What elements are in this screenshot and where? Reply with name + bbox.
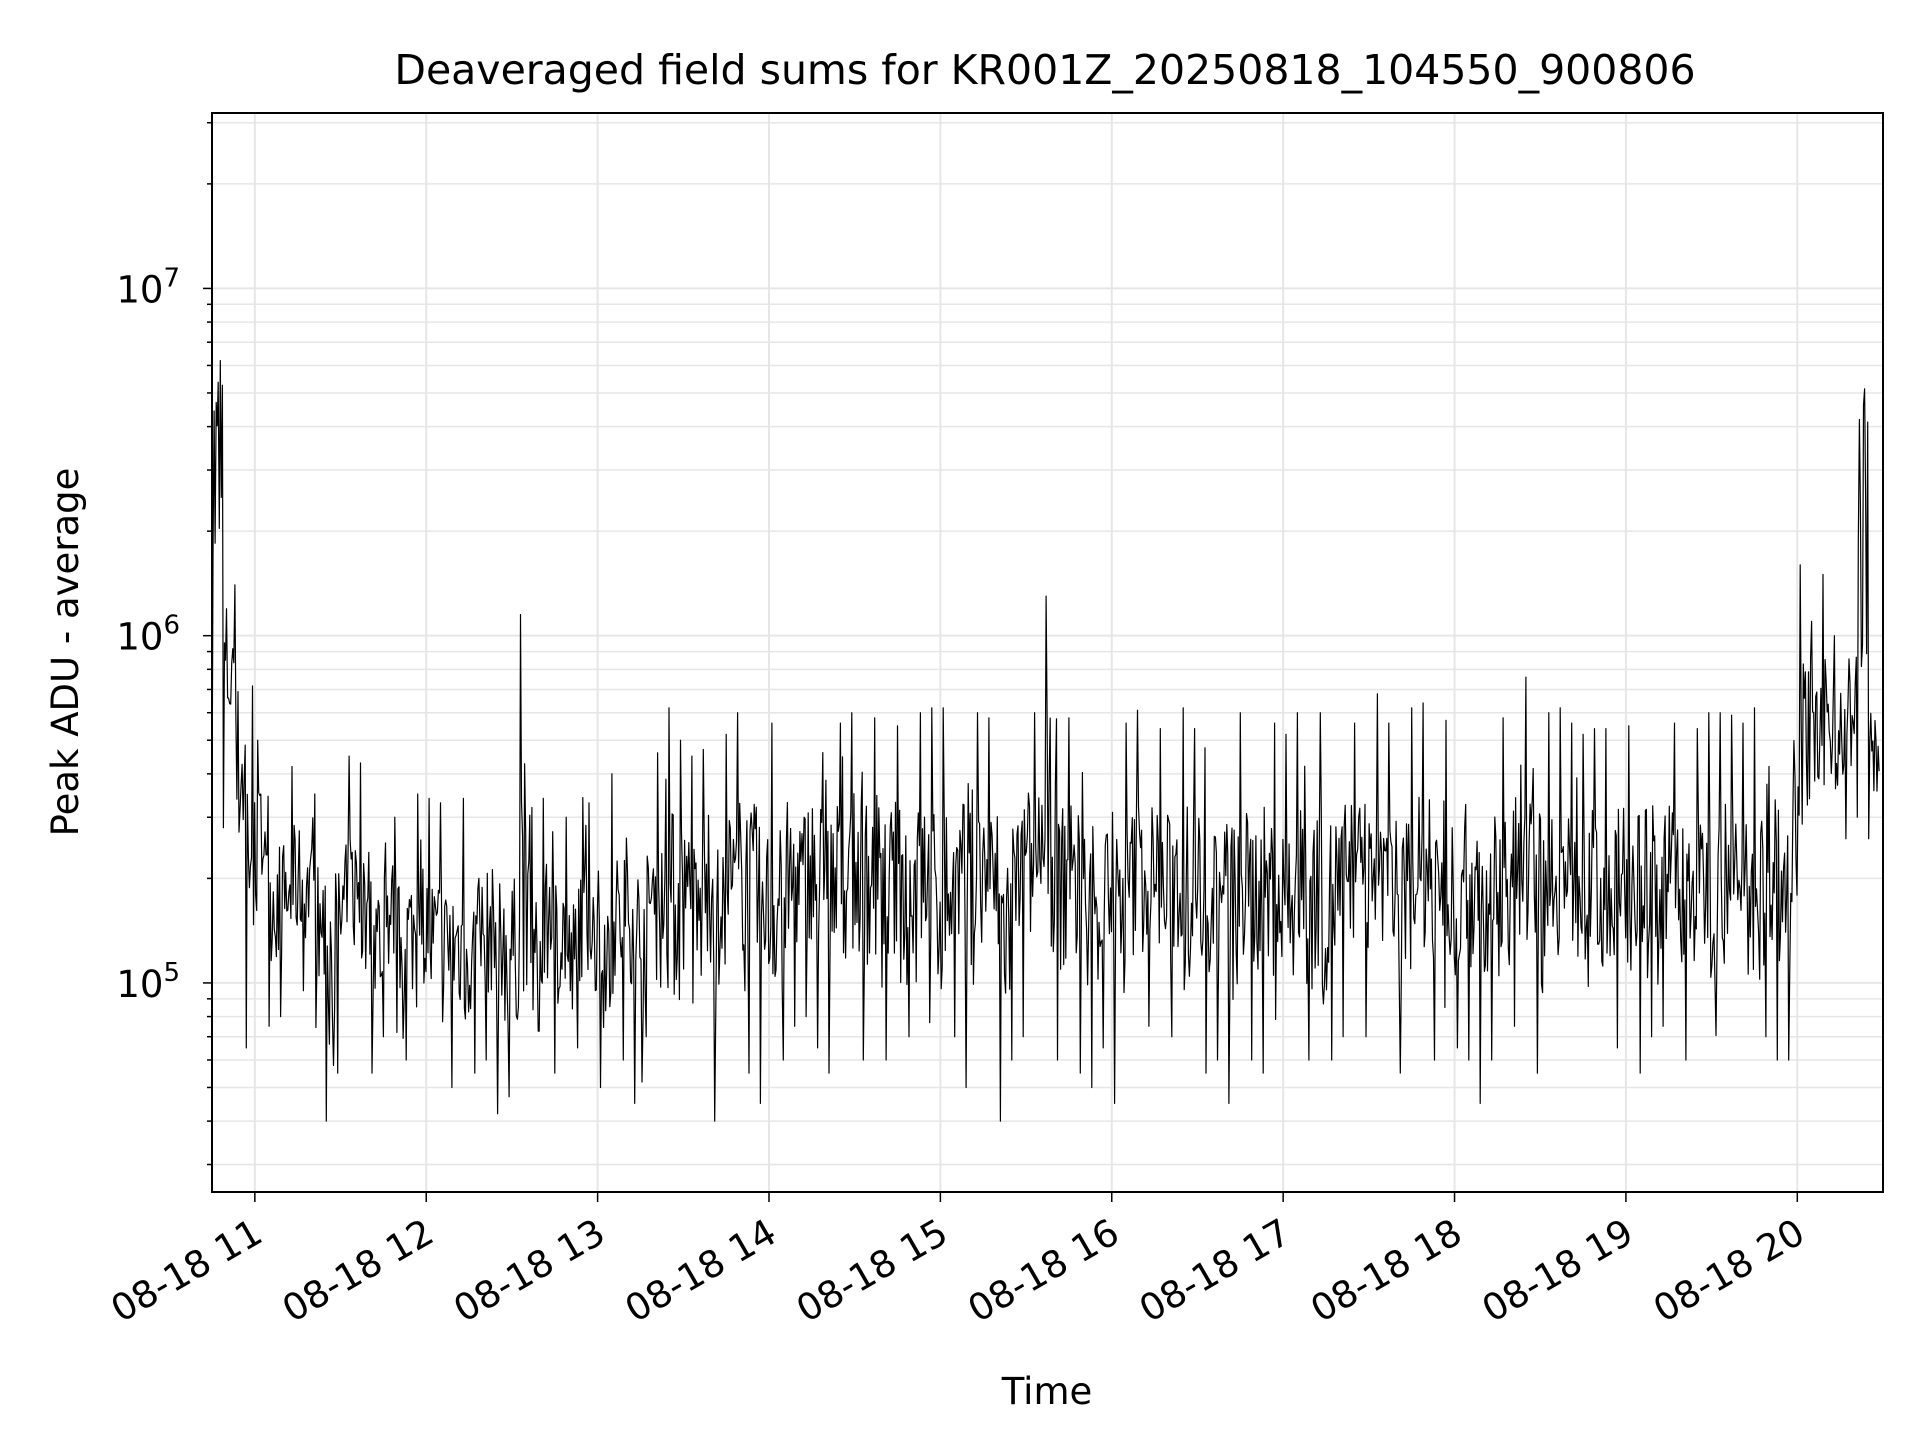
chart-title: Deaveraged field sums for KR001Z_2025081… — [394, 46, 1695, 94]
series-line — [211, 360, 1880, 1122]
y-tick-label: 105 — [116, 958, 180, 1006]
y-tick-label: 107 — [116, 263, 180, 311]
y-tick-label: 106 — [116, 611, 180, 659]
plot-frame — [211, 112, 1884, 1193]
plot-series — [211, 360, 1880, 1122]
y-axis: 105 106 107 — [116, 121, 212, 1166]
x-axis-label: Time — [1001, 1370, 1093, 1413]
y-axis-label: Peak ADU - average — [44, 468, 87, 837]
